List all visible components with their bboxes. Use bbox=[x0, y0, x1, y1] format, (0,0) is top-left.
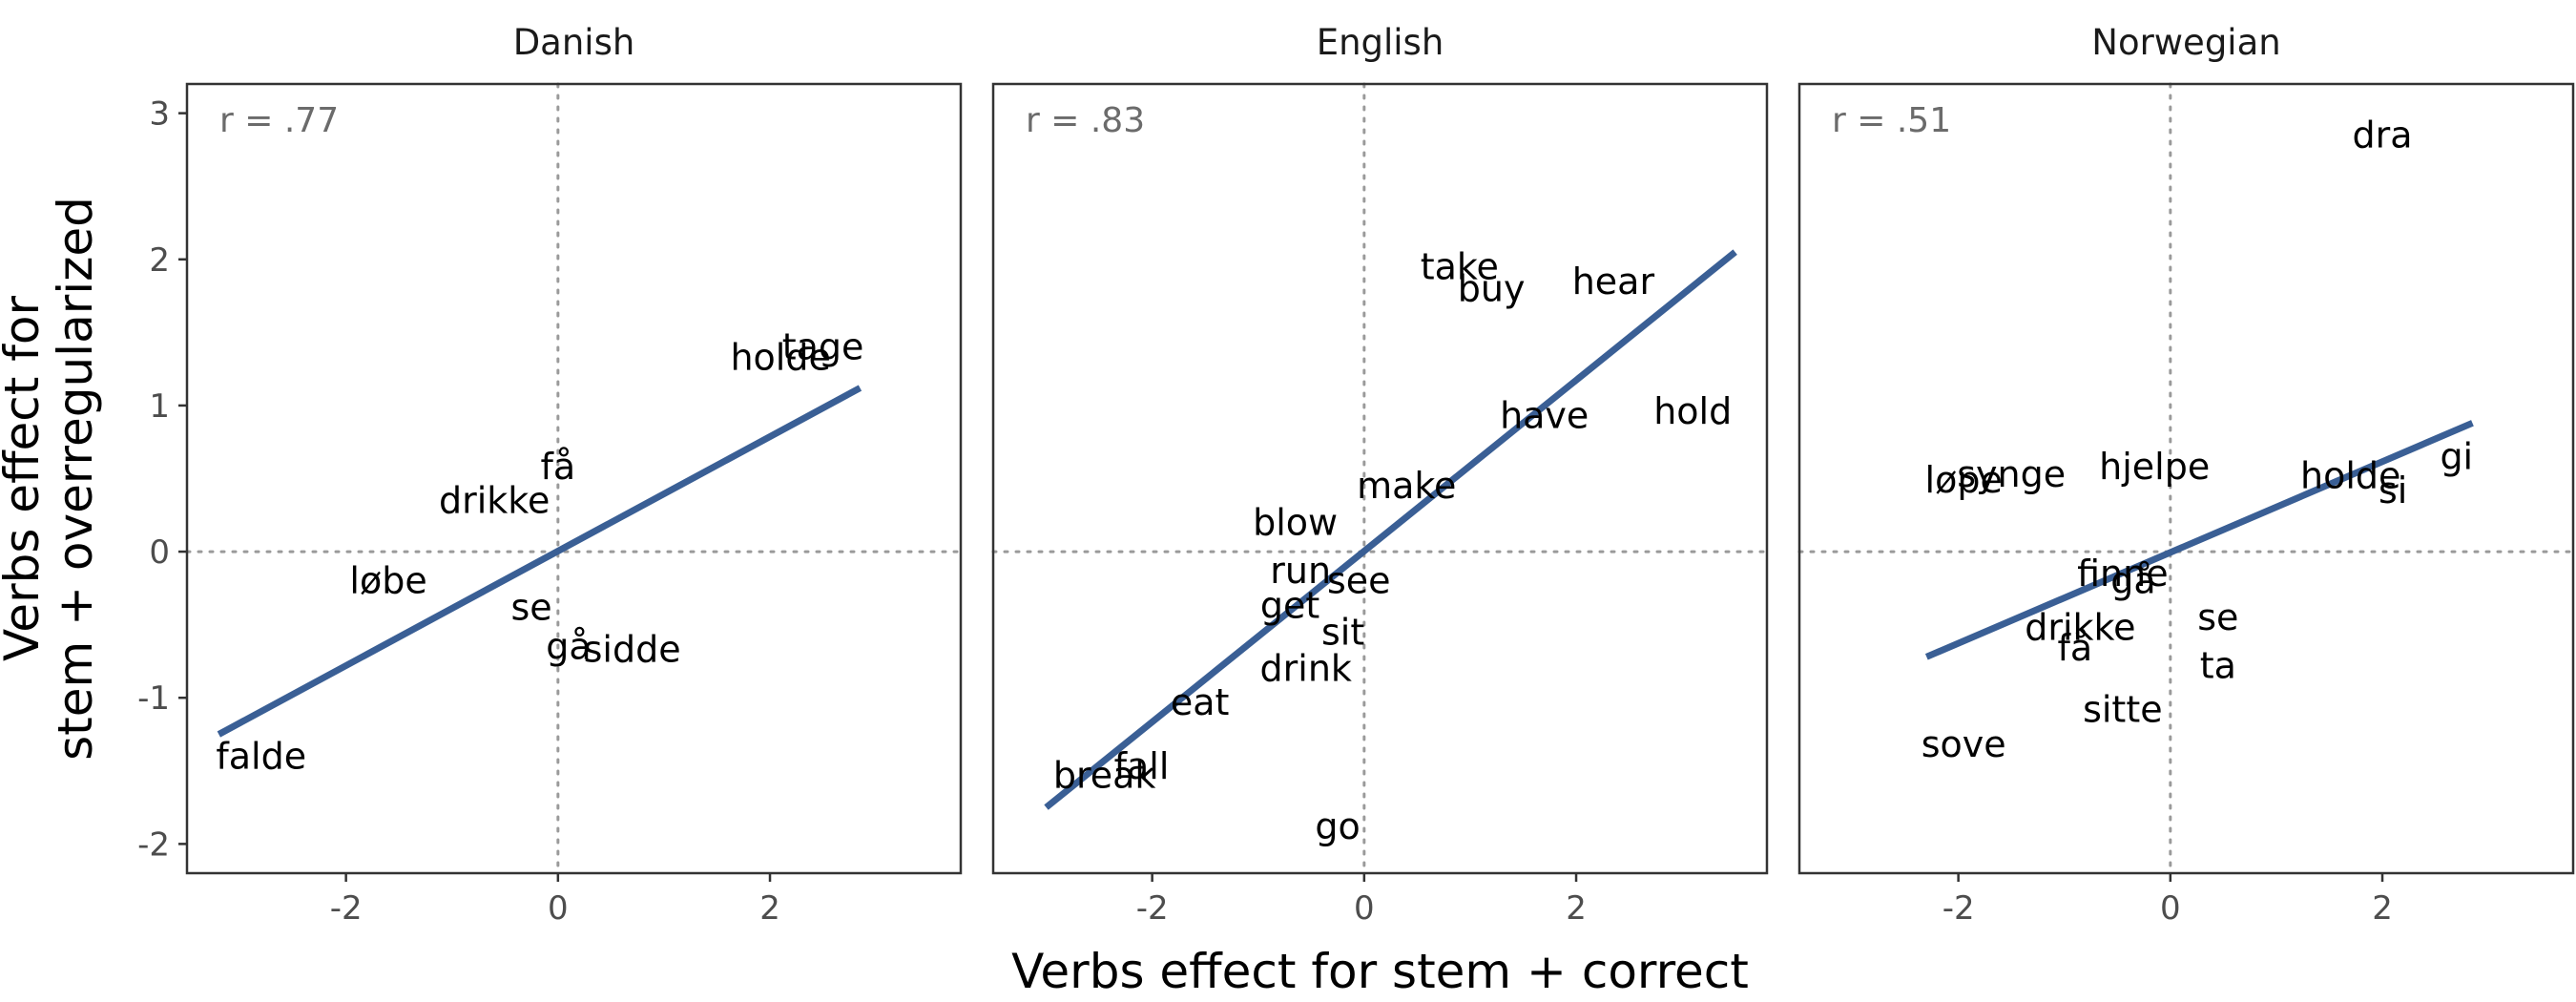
x-tick-label: 2 bbox=[2372, 889, 2393, 928]
y-axis-title-line-1: Verbs effect for bbox=[0, 296, 50, 661]
data-point-label: hjelpe bbox=[2099, 446, 2210, 488]
data-point-label: finne bbox=[2077, 553, 2168, 595]
data-point-label: dra bbox=[2353, 115, 2413, 157]
correlation-label: r = .83 bbox=[1026, 101, 1145, 140]
y-tick-label: 3 bbox=[149, 95, 170, 134]
data-point-label: få bbox=[540, 446, 575, 488]
regression-line bbox=[1924, 420, 2474, 660]
x-axis-title: Verbs effect for stem + correct bbox=[1011, 944, 1749, 999]
data-point-label: drink bbox=[1260, 648, 1352, 690]
panels-group: Danishtageholdefådrikkeløbesegåsiddefald… bbox=[185, 22, 2575, 928]
data-point-label: buy bbox=[1458, 267, 1526, 309]
data-point-label: run bbox=[1270, 550, 1331, 592]
x-tick-label: -2 bbox=[1136, 889, 1169, 928]
data-point-label: tage bbox=[782, 326, 864, 368]
data-point-label: hold bbox=[1653, 390, 1732, 432]
data-point-label: have bbox=[1500, 395, 1589, 437]
correlation-label: r = .51 bbox=[1832, 101, 1951, 140]
x-tick-label: -2 bbox=[330, 889, 363, 928]
data-point-label: gå bbox=[546, 626, 591, 668]
data-point-label: gi bbox=[2440, 436, 2473, 478]
y-tick-label: 0 bbox=[149, 533, 170, 572]
y-tick-label: 2 bbox=[149, 241, 170, 280]
data-point-label: hear bbox=[1572, 261, 1655, 303]
x-tick-label: 2 bbox=[759, 889, 780, 928]
data-point-label: sidde bbox=[584, 629, 681, 671]
x-tick-label: 2 bbox=[1566, 889, 1587, 928]
data-point-label: holde bbox=[2300, 454, 2400, 496]
data-point-label: løpe bbox=[1925, 459, 2003, 501]
x-tick-label: -2 bbox=[1942, 889, 1975, 928]
regression-line bbox=[1044, 249, 1737, 810]
data-point-label: holde bbox=[730, 336, 830, 378]
panel-title: English bbox=[1317, 22, 1444, 63]
panel-title: Norwegian bbox=[2091, 22, 2280, 63]
correlation-label: r = .77 bbox=[219, 101, 339, 140]
y-tick-label: -2 bbox=[137, 825, 170, 864]
x-tick-label: 0 bbox=[1354, 889, 1375, 928]
data-point-label: falde bbox=[216, 735, 306, 777]
y-tick-label: 1 bbox=[149, 387, 170, 426]
data-point-label: go bbox=[1315, 805, 1360, 847]
data-point-label: fall bbox=[1114, 745, 1170, 787]
panel-border bbox=[991, 82, 1769, 875]
x-tick-label: 0 bbox=[548, 889, 569, 928]
y-axis-title-line-2: stem + overregularized bbox=[48, 197, 103, 761]
data-point-label: se bbox=[510, 586, 551, 628]
data-point-label: get bbox=[1260, 585, 1319, 627]
data-point-label: sove bbox=[1922, 723, 2006, 765]
x-tick-label: 0 bbox=[2160, 889, 2181, 928]
data-point-label: synge bbox=[1957, 453, 2066, 495]
y-axis: -2 -1 0 1 2 3 bbox=[137, 95, 187, 864]
data-point-label: ta bbox=[2200, 645, 2236, 687]
data-point-label: se bbox=[2197, 596, 2238, 638]
data-point-label: make bbox=[1357, 465, 1456, 507]
data-point-label: take bbox=[1421, 245, 1499, 287]
data-point-label: blow bbox=[1253, 501, 1338, 543]
panel-title: Danish bbox=[513, 22, 635, 63]
data-point-label: eat bbox=[1171, 681, 1230, 723]
data-point-label: drikke bbox=[439, 479, 550, 521]
data-point-label: see bbox=[1327, 560, 1391, 602]
data-point-label: sit bbox=[1321, 611, 1364, 653]
data-point-label: løbe bbox=[349, 560, 426, 602]
y-tick-label: -1 bbox=[137, 679, 170, 718]
regression-line bbox=[217, 385, 862, 738]
data-point-label: si bbox=[2379, 470, 2407, 511]
data-point-label: drikke bbox=[2025, 607, 2135, 649]
data-point-label: sitte bbox=[2083, 688, 2163, 730]
panel-border bbox=[1797, 82, 2575, 875]
data-point-label: få bbox=[2058, 627, 2093, 669]
data-point-label: gå bbox=[2110, 560, 2155, 602]
data-point-label: break bbox=[1053, 754, 1156, 796]
panel-border bbox=[185, 82, 963, 875]
